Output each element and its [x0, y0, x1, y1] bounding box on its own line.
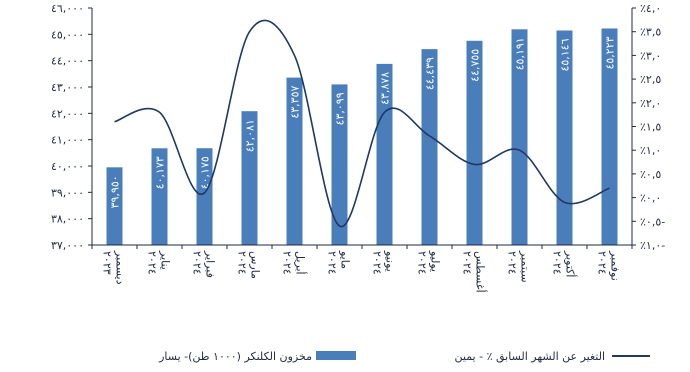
category-label: مارس٢٠٢٤ [236, 251, 262, 279]
bar-5 [331, 84, 348, 245]
bar-series [106, 28, 618, 246]
left-tick-label: ٣٧,٠٠٠ [51, 239, 84, 252]
bar-data-label: ٤٤,٤٣٩ [424, 57, 437, 90]
bar-data-label: ٤٣,٣٥٧ [289, 86, 302, 119]
right-tick-label: ٪١,٠- [640, 239, 665, 252]
bar-10 [556, 30, 573, 246]
legend-bar-label: مخزون الكلنكر (١٠٠٠ طن)- يسار [158, 350, 312, 363]
bar-data-label: ٤٥,٢٢٣ [604, 36, 617, 69]
bar-data-label: ٤٥,١٤٦ [559, 38, 572, 71]
right-tick-label: ٪٠,٥- [640, 215, 665, 228]
right-tick-label: ٪٣,٠ [640, 49, 661, 62]
category-label: يناير٢٠٢٤ [146, 250, 172, 275]
category-label: ديسمبر٢٠٢٣ [101, 250, 127, 285]
chart-axes [91, 8, 633, 249]
category-label: يونيو٢٠٢٤ [371, 250, 397, 275]
bar-8 [466, 40, 483, 245]
left-tick-label: ٤٤,٠٠٠ [51, 55, 84, 68]
left-axis-ticks: ٣٧,٠٠٠ ٣٨,٠٠٠ ٣٩,٠٠٠ ٤٠,٠٠٠ ٤١,٠٠٠ ٤٢,٠٠٠ ٤٣,٠… [51, 2, 92, 252]
bar-data-label: ٤٥,١٩١ [514, 37, 527, 70]
left-tick-label: ٣٩,٠٠٠ [51, 186, 84, 199]
right-tick-label: ٪٢,٠ [640, 97, 661, 110]
right-tick-label: ٪١,٠ [640, 144, 661, 157]
bar-data-label: ٤٢,٠٨١ [244, 119, 257, 152]
line-series [114, 19, 610, 228]
category-label: فبراير٢٠٢٤ [191, 250, 217, 278]
bar-data-label: ٤٠,١٧٣ [154, 156, 167, 189]
bar-7 [421, 49, 438, 245]
bar-data-label: ٤٣,٨٧٨ [379, 72, 392, 105]
right-tick-label: ٪٤,٠ [640, 2, 661, 15]
legend-line-label: التغير عن الشهر السابق ٪ - يمين [455, 350, 606, 364]
category-label: أغسطس٢٠٢٤ [461, 251, 488, 293]
bar-data-label: ٤٠,١٧٥ [199, 156, 212, 189]
category-label: أبريل٢٠٢٤ [281, 251, 308, 275]
bar-1 [151, 148, 168, 245]
left-tick-label: ٤٥,٠٠٠ [51, 28, 84, 41]
right-axis-ticks: ٪١,٠- ٪٠,٥- ٪٠,٠ ٪٠,٥ ٪١,٠ ٪١,٥ ٪٢,٠ ٪٢,٥ ٪٣,٠ ٪٣… [632, 2, 665, 252]
bar-2 [196, 148, 213, 245]
bar-3 [241, 111, 258, 245]
category-label: أكتوبر٢٠٢٤ [551, 250, 578, 277]
left-tick-label: ٤٦,٠٠٠ [51, 2, 84, 15]
bar-0 [106, 167, 123, 245]
category-label: مايو٢٠٢٤ [326, 250, 352, 275]
right-tick-label: ٪٣,٥ [640, 26, 661, 39]
right-tick-label: ٪٠,٥ [640, 168, 661, 181]
right-tick-label: ٪١,٥ [640, 121, 661, 134]
category-label: يوليو٢٠٢٤ [416, 250, 442, 275]
bar-9 [511, 29, 528, 246]
x-axis-categories: ديسمبر٢٠٢٣ يناير٢٠٢٤ فبراير٢٠٢٤ مارس٢٠٢٤ أبر… [101, 250, 622, 293]
bar-data-label: ٤٣,٠٩٩ [334, 92, 347, 125]
category-label: نوفمبر٢٠٢٤ [596, 250, 622, 281]
category-label: سبتمبر٢٠٢٤ [506, 250, 532, 283]
left-tick-label: ٤٢,٠٠٠ [51, 107, 84, 120]
bar-data-labels: ٣٩,٩٥٠ ٤٠,١٧٣ ٤٠,١٧٥ ٤٢,٠٨١ ٤٣,٣٥٧ ٤٣,٠٩٩ ٤٣,٨… [109, 36, 617, 208]
legend: التغير عن الشهر السابق ٪ - يمين مخزون ال… [158, 350, 650, 364]
left-tick-label: ٣٨,٠٠٠ [51, 213, 84, 226]
bar-data-label: ٣٩,٩٥٠ [109, 175, 122, 208]
right-tick-label: ٪٠,٠ [640, 192, 661, 205]
right-tick-label: ٪٢,٥ [640, 73, 661, 86]
bar-4 [286, 77, 303, 245]
left-tick-label: ٤٠,٠٠٠ [51, 160, 84, 173]
legend-bar-swatch [316, 351, 356, 360]
bar-data-label: ٤٤,٧٥٥ [469, 49, 482, 82]
left-tick-label: ٤٣,٠٠٠ [51, 81, 84, 94]
change-line [114, 19, 610, 228]
left-tick-label: ٤١,٠٠٠ [51, 134, 84, 147]
